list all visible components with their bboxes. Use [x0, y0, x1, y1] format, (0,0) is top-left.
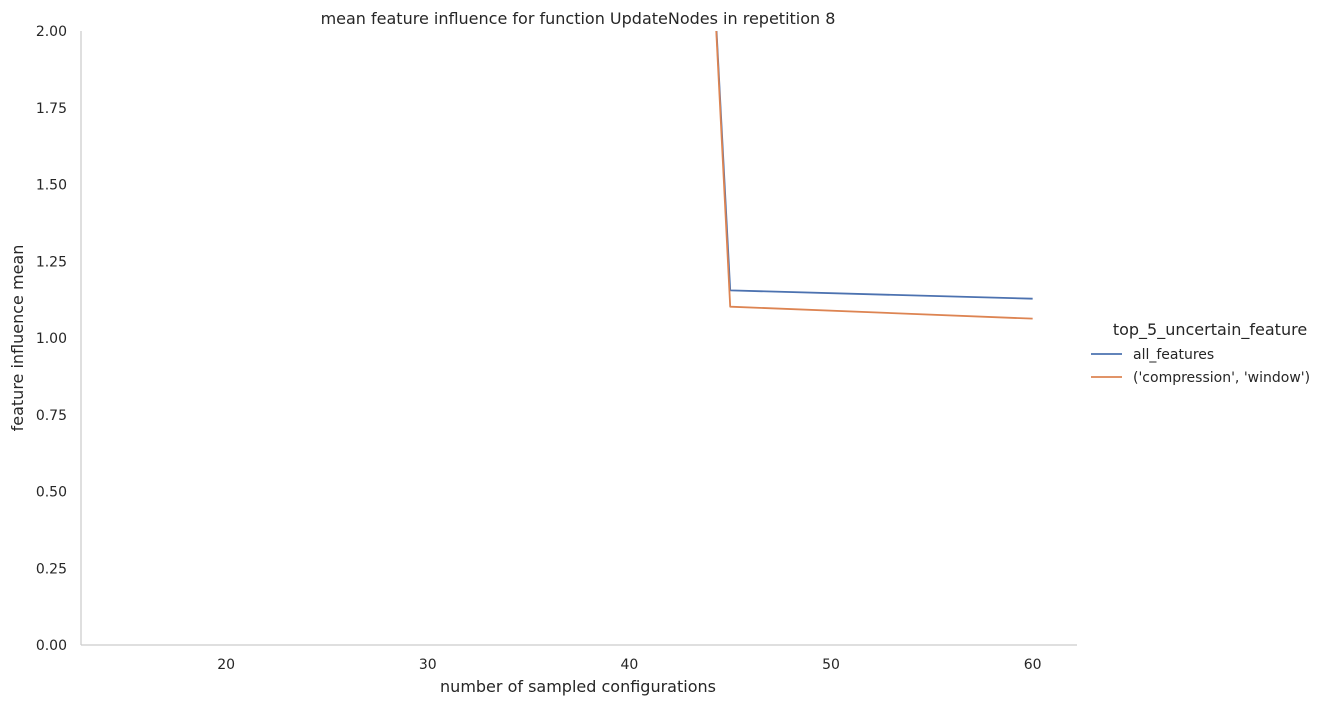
- x-tick-labels: 20 30 40 50 60: [217, 657, 1041, 673]
- y-tick-labels: 0.00 0.25 0.50 0.75 1.00 1.25 1.50 1.75 2.00: [36, 24, 67, 654]
- legend-label: all_features: [1133, 347, 1214, 363]
- x-tick-label: 60: [1024, 657, 1042, 673]
- y-tick-label: 0.25: [36, 561, 67, 577]
- y-tick-label: 0.75: [36, 408, 67, 424]
- legend-items: all_features ('compression', 'window'): [1091, 347, 1310, 386]
- x-tick-label: 50: [822, 657, 840, 673]
- y-tick-label: 0.00: [36, 638, 67, 654]
- x-tick-label: 20: [217, 657, 235, 673]
- legend: top_5_uncertain_feature all_features ('co…: [1091, 320, 1310, 386]
- axes: [80, 31, 1077, 646]
- y-tick-label: 1.25: [36, 254, 67, 270]
- x-tick-label: 30: [419, 657, 437, 673]
- legend-title: top_5_uncertain_feature: [1113, 320, 1307, 340]
- y-tick-label: 1.00: [36, 331, 67, 347]
- y-axis-title: feature influence mean: [8, 245, 27, 432]
- x-tick-label: 40: [620, 657, 638, 673]
- series-lines: [715, 31, 1033, 320]
- x-axis-title: number of sampled configurations: [440, 677, 716, 696]
- legend-label: ('compression', 'window'): [1133, 370, 1310, 386]
- y-tick-label: 1.75: [36, 101, 67, 117]
- series-line-0: [715, 31, 1033, 300]
- y-tick-label: 1.50: [36, 178, 67, 194]
- y-tick-label: 0.50: [36, 485, 67, 501]
- series-line-1: [715, 31, 1033, 320]
- chart-title: mean feature influence for function Upda…: [321, 9, 836, 28]
- y-tick-label: 2.00: [36, 24, 67, 40]
